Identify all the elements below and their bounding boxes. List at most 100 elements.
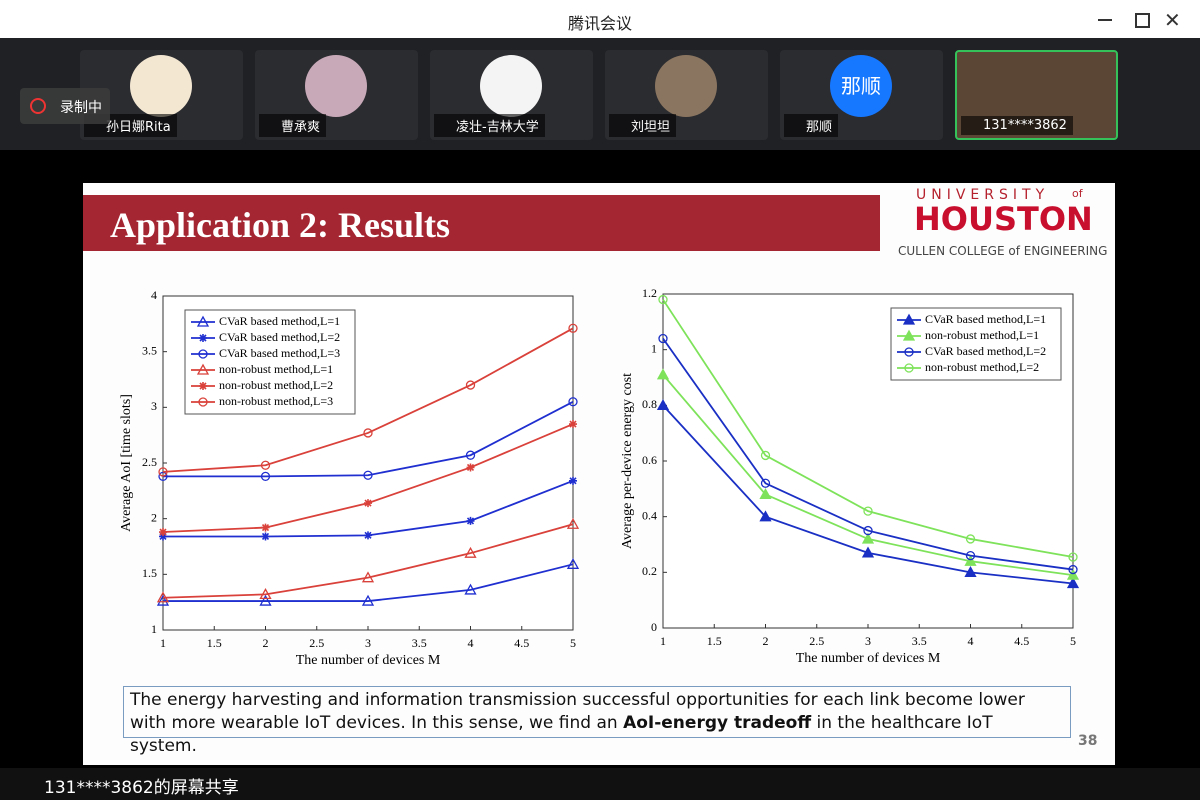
marker xyxy=(260,471,271,482)
slide-title-bar xyxy=(83,195,880,251)
caption-text: The energy harvesting and information tr… xyxy=(130,690,1025,733)
close[interactable]: ✕ xyxy=(1164,8,1181,32)
x-tick-label: 1 xyxy=(160,636,166,650)
marker xyxy=(465,450,476,460)
legend-marker xyxy=(199,382,207,390)
avatar xyxy=(655,55,717,117)
avatar xyxy=(305,55,367,117)
marker xyxy=(259,594,272,606)
marker xyxy=(363,470,373,480)
marker xyxy=(568,397,578,407)
y-tick-label: 1 xyxy=(151,622,157,636)
y-tick-label: 0.4 xyxy=(642,508,657,522)
marker xyxy=(658,333,668,344)
y-tick-label: 3 xyxy=(151,399,157,413)
participant-tile[interactable]: 那顺 那顺 xyxy=(780,50,943,140)
marker xyxy=(159,528,167,537)
x-tick-label: 2.5 xyxy=(309,636,324,650)
marker xyxy=(364,531,372,540)
avatar xyxy=(480,55,542,117)
participant-name: 那顺 xyxy=(784,114,839,137)
share-label: 131****3862的屏幕共享 xyxy=(44,778,239,798)
y-tick-label: 1.5 xyxy=(142,566,157,580)
marker xyxy=(464,583,477,595)
x-axis-label: The number of devices M xyxy=(296,653,441,668)
y-tick-label: 3.5 xyxy=(142,343,157,357)
marker xyxy=(158,467,168,477)
marker xyxy=(760,478,771,488)
marker xyxy=(156,594,170,606)
marker xyxy=(656,398,670,410)
series-line xyxy=(163,563,574,602)
legend-marker xyxy=(199,334,207,342)
marker xyxy=(259,588,272,600)
logo-of: of xyxy=(1072,187,1083,200)
x-tick-label: 3.5 xyxy=(912,634,927,648)
participant-tile[interactable]: 131****3862 xyxy=(955,50,1118,140)
legend-label: CVaR based method,L=2 xyxy=(219,330,340,344)
marker xyxy=(261,523,270,532)
marker xyxy=(965,534,976,544)
x-tick-label: 3 xyxy=(865,634,871,648)
marker xyxy=(569,476,577,485)
x-tick-label: 4.5 xyxy=(514,636,529,650)
recording-indicator[interactable]: 录制中 xyxy=(20,88,110,124)
minimize[interactable] xyxy=(1098,19,1112,21)
legend-label: non-robust method,L=2 xyxy=(925,360,1039,374)
participant-tile[interactable]: 刘坦坦 xyxy=(605,50,768,140)
y-tick-label: 0.6 xyxy=(642,453,657,467)
caption-text: in the healthcare IoT system. xyxy=(130,713,993,756)
legend-label: non-robust method,L=2 xyxy=(219,378,333,392)
marker xyxy=(759,510,772,522)
marker xyxy=(261,532,270,541)
marker xyxy=(1068,564,1078,575)
slide-title: Application 2: Results xyxy=(110,205,451,245)
marker xyxy=(656,368,670,380)
legend-label: CVaR based method,L=1 xyxy=(925,312,1046,326)
legend-marker xyxy=(902,329,916,341)
x-tick-label: 1 xyxy=(660,634,666,648)
legend-box xyxy=(184,309,356,415)
marker xyxy=(861,546,875,558)
marker xyxy=(464,546,477,558)
legend-marker xyxy=(902,313,916,325)
series-line xyxy=(163,400,574,478)
bottom-bar xyxy=(0,768,1200,800)
marker xyxy=(566,557,580,569)
legend-marker xyxy=(198,397,208,407)
x-tick-label: 1.5 xyxy=(707,634,722,648)
x-tick-label: 5 xyxy=(1070,634,1076,648)
y-tick-label: 4 xyxy=(151,288,157,302)
legend-marker xyxy=(196,363,210,375)
x-tick-label: 4.5 xyxy=(1014,634,1029,648)
marker xyxy=(569,420,577,429)
participant-tile[interactable]: 凌壮-吉林大学 xyxy=(430,50,593,140)
y-axis-label: Average AoI [time slots] xyxy=(119,394,134,532)
marker xyxy=(566,517,580,529)
marker xyxy=(159,532,167,541)
legend-label: non-robust method,L=1 xyxy=(219,362,333,376)
participant-name: 曹承爽 xyxy=(259,114,327,137)
x-tick-label: 2.5 xyxy=(809,634,824,648)
participant-tile[interactable]: 曹承爽 xyxy=(255,50,418,140)
participant-name: 刘坦坦 xyxy=(609,114,677,137)
x-tick-label: 2 xyxy=(763,634,769,648)
marker xyxy=(759,488,772,500)
legend-label: CVaR based method,L=3 xyxy=(219,346,340,360)
marker xyxy=(863,506,873,516)
maximize[interactable] xyxy=(1135,13,1150,28)
avatar xyxy=(130,55,192,117)
x-axis-label: The number of devices M xyxy=(796,651,941,666)
logo-top: UNIVERSITY xyxy=(916,187,1050,203)
series-line xyxy=(162,327,574,473)
marker xyxy=(1068,552,1078,562)
page-number: 38 xyxy=(1078,733,1098,749)
series-line xyxy=(662,299,1074,558)
x-tick-label: 4 xyxy=(968,634,974,648)
caption-box: The energy harvesting and information tr… xyxy=(123,686,1071,756)
legend-label: non-robust method,L=1 xyxy=(925,328,1039,342)
x-tick-label: 4 xyxy=(468,636,474,650)
x-tick-label: 5 xyxy=(570,636,576,650)
